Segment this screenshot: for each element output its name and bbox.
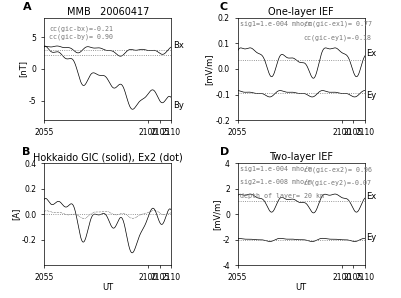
X-axis label: UT: UT xyxy=(296,283,307,292)
Text: D: D xyxy=(220,147,229,157)
Title: Two-layer IEF: Two-layer IEF xyxy=(269,152,333,162)
Text: depth of layer= 20 km: depth of layer= 20 km xyxy=(240,193,324,199)
Title: Hokkaido GIC (solid), Ex2 (dot): Hokkaido GIC (solid), Ex2 (dot) xyxy=(33,152,182,162)
Text: sig1=1.e-004 mho/m: sig1=1.e-004 mho/m xyxy=(240,21,312,27)
Text: Ey: Ey xyxy=(366,91,377,100)
Title: One-layer IEF: One-layer IEF xyxy=(268,7,334,17)
Title: MMB   20060417: MMB 20060417 xyxy=(67,7,149,17)
Text: B: B xyxy=(22,147,31,157)
Text: cc(gic-ey2)=-0.07: cc(gic-ey2)=-0.07 xyxy=(304,179,372,186)
Text: cc(gic-ex1)= 0.77: cc(gic-ex1)= 0.77 xyxy=(304,21,372,27)
Text: Bx: Bx xyxy=(173,41,184,50)
Text: A: A xyxy=(22,2,31,12)
Text: Ex: Ex xyxy=(366,192,377,201)
Text: By: By xyxy=(173,101,184,110)
X-axis label: UT: UT xyxy=(102,283,113,292)
Y-axis label: [mV/m]: [mV/m] xyxy=(205,53,214,85)
Y-axis label: [A]: [A] xyxy=(11,208,20,220)
Text: cc(gic-bx)=-0.21
cc(gic-by)= 0.90: cc(gic-bx)=-0.21 cc(gic-by)= 0.90 xyxy=(49,25,113,40)
Text: cc(gic-ex2)= 0.96: cc(gic-ex2)= 0.96 xyxy=(304,166,372,173)
Text: sig2=1.e-008 mho/m: sig2=1.e-008 mho/m xyxy=(240,179,312,185)
Text: cc(gic-ey1)=-0.18: cc(gic-ey1)=-0.18 xyxy=(304,34,372,41)
Text: C: C xyxy=(220,2,228,12)
Text: Ex: Ex xyxy=(366,49,377,58)
Y-axis label: [nT]: [nT] xyxy=(18,60,27,77)
Text: sig1=1.e-004 mho/m: sig1=1.e-004 mho/m xyxy=(240,166,312,172)
Text: Ey: Ey xyxy=(366,233,377,242)
Y-axis label: [mV/m]: [mV/m] xyxy=(212,198,221,230)
